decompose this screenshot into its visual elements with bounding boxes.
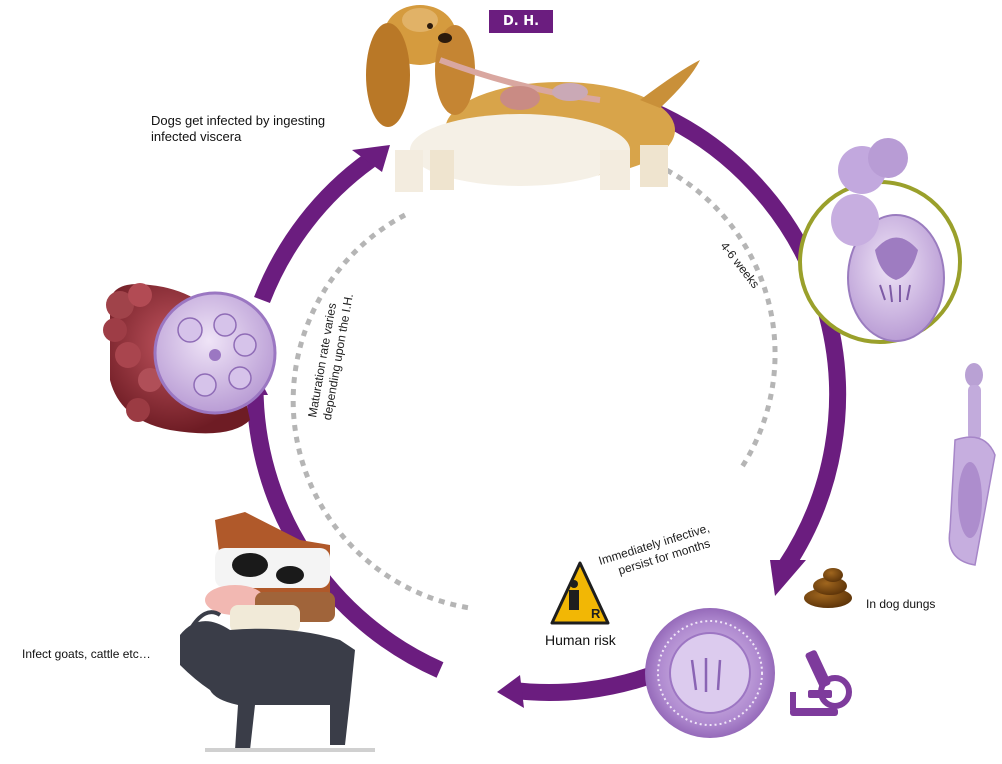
dog-illustration <box>366 5 700 192</box>
cycle-arrows <box>246 102 847 701</box>
dogs-infected-label: Dogs get infected by ingesting infected … <box>151 113 326 145</box>
dung-icon <box>804 568 852 608</box>
warning-sign-icon: R <box>550 561 610 625</box>
immediately-label: Immediately infective, persist for month… <box>597 521 712 578</box>
hydatid-cyst-icon <box>103 283 277 434</box>
definitive-host-badge: D. H. <box>489 10 553 33</box>
dog-dungs-label: In dog dungs <box>866 597 936 611</box>
adult-worm-icon <box>948 363 996 566</box>
infect-goats-label: Infect goats, cattle etc… <box>22 647 151 661</box>
microscope-icon <box>790 650 852 716</box>
human-risk-label: Human risk <box>545 632 616 648</box>
warning-sign-letter: R <box>591 606 601 621</box>
arrow-egg-to-host <box>508 664 664 701</box>
egg-icon <box>645 608 775 738</box>
arrow-cyst-to-dog <box>254 153 375 304</box>
protoscolex-icon <box>798 138 962 344</box>
arrow-heads <box>243 145 806 708</box>
livestock-illustration <box>180 512 375 752</box>
